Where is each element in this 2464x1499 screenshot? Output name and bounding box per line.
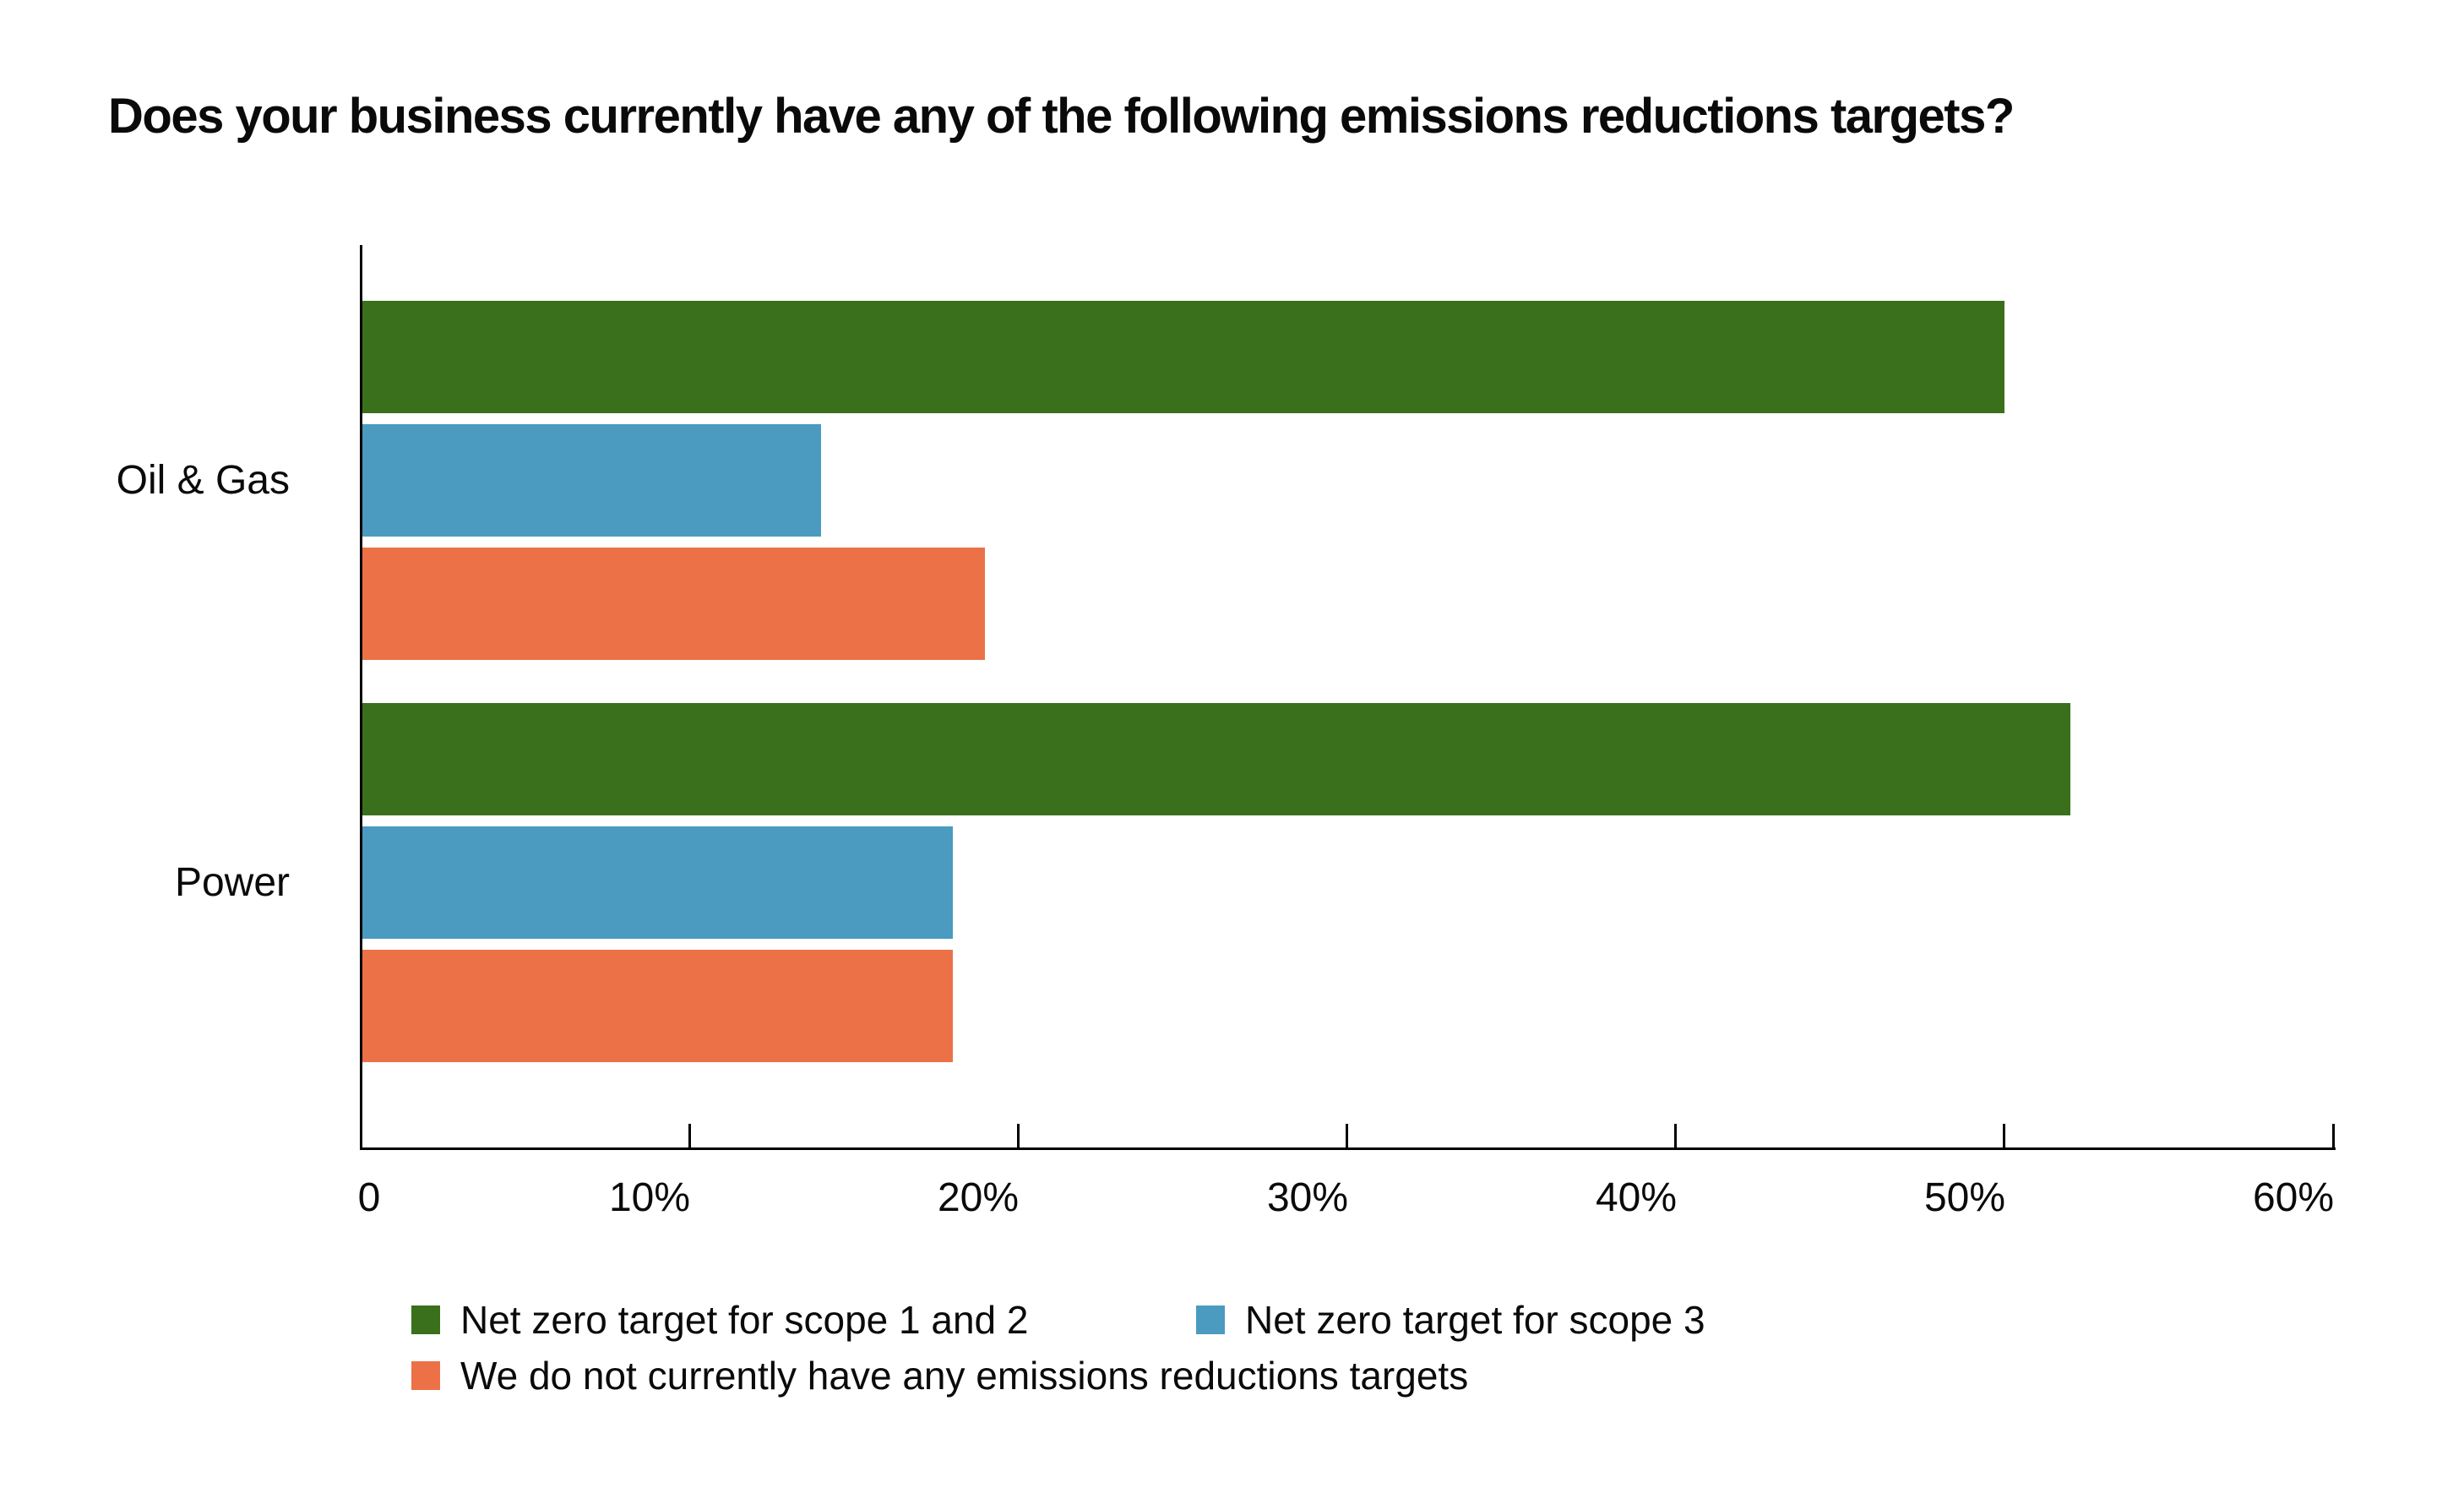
legend-swatch-icon	[411, 1305, 440, 1334]
x-tick-label-60: 60%	[2252, 1175, 2335, 1220]
chart-title: Does your business currently have any of…	[108, 89, 2015, 144]
x-tick-label-0: 0	[357, 1175, 381, 1220]
bar-oil-gas-net-zero-target-for-scope-1-an	[362, 301, 2004, 413]
x-axis-line	[360, 1147, 2336, 1150]
bar-oil-gas-we-do-not-currently-have-any-e	[362, 548, 985, 660]
x-tick-30	[1346, 1124, 1348, 1147]
x-tick-label-40: 40%	[1595, 1175, 1678, 1220]
legend-label: Net zero target for scope 3	[1245, 1298, 1705, 1342]
x-tick-40	[1674, 1124, 1677, 1147]
legend-swatch-icon	[1196, 1305, 1225, 1334]
legend-label: Net zero target for scope 1 and 2	[460, 1298, 1029, 1342]
legend-item-net-zero-target-for-scope-3: Net zero target for scope 3	[1196, 1298, 1705, 1342]
x-tick-60	[2332, 1124, 2335, 1147]
category-label-power: Power	[174, 860, 290, 905]
category-label-oil-gas: Oil & Gas	[116, 458, 290, 503]
legend-swatch-icon	[411, 1361, 440, 1390]
bar-oil-gas-net-zero-target-for-scope-3	[362, 424, 821, 537]
x-tick-10	[688, 1124, 691, 1147]
x-tick-label-20: 20%	[937, 1175, 1020, 1220]
legend-label: We do not currently have any emissions r…	[460, 1354, 1469, 1398]
x-tick-20	[1017, 1124, 1020, 1147]
x-tick-label-30: 30%	[1266, 1175, 1349, 1220]
bar-power-we-do-not-currently-have-any-e	[362, 950, 953, 1062]
legend-item-we-do-not-currently-have-any-e: We do not currently have any emissions r…	[411, 1354, 1468, 1398]
bar-power-net-zero-target-for-scope-1-an	[362, 703, 2070, 815]
y-axis-line	[360, 245, 362, 1150]
x-tick-50	[2003, 1124, 2005, 1147]
x-tick-label-50: 50%	[1923, 1175, 2006, 1220]
bar-power-net-zero-target-for-scope-3	[362, 826, 953, 939]
x-tick-label-10: 10%	[608, 1175, 691, 1220]
legend-item-net-zero-target-for-scope-1-an: Net zero target for scope 1 and 2	[411, 1298, 1029, 1342]
